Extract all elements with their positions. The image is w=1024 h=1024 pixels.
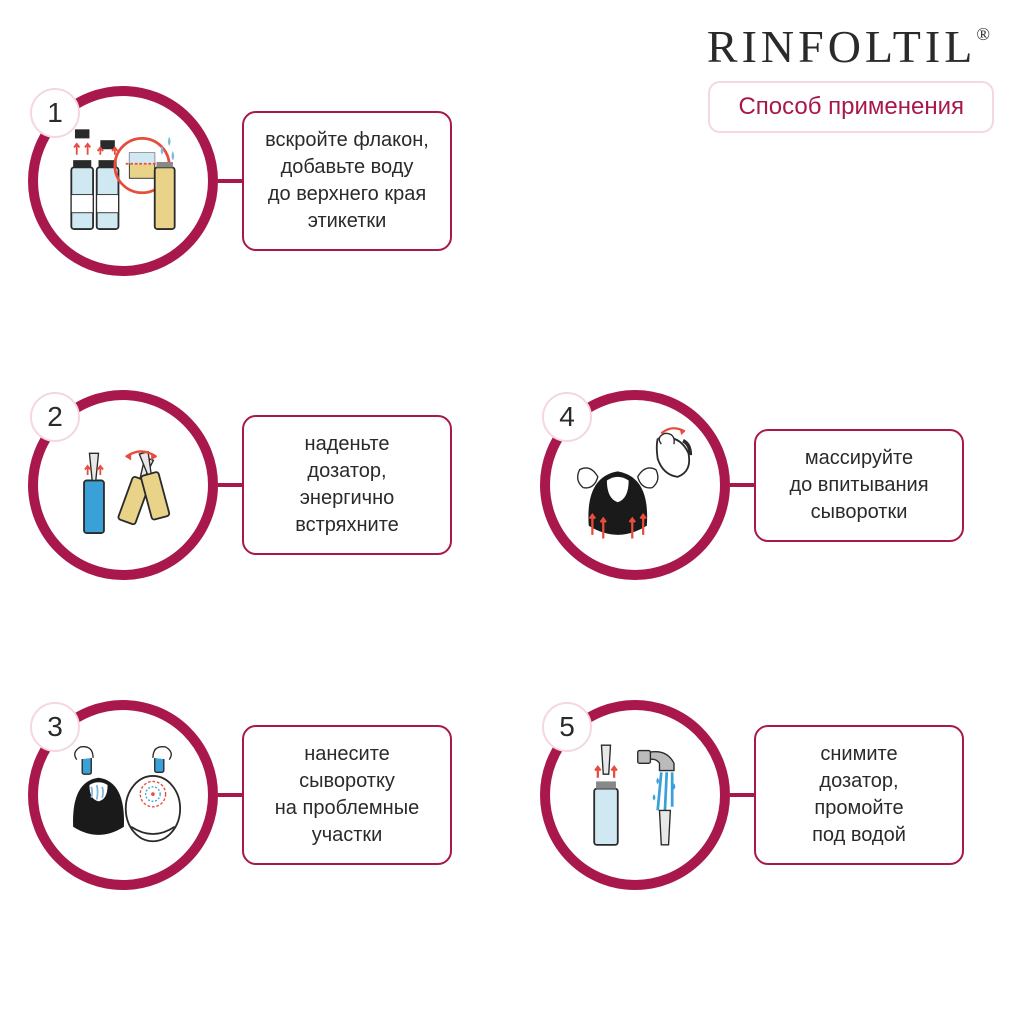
rinse-dispenser-icon	[567, 727, 703, 863]
step-text-box: снимитедозатор,промойтепод водой	[754, 725, 964, 865]
step-2: 2 наденьтедозатор,энергичновстряхните	[28, 390, 452, 580]
connector	[218, 793, 242, 797]
step-text: вскройте флакон,добавьте водудо верхнего…	[265, 129, 429, 232]
massage-scalp-icon	[567, 417, 703, 553]
header: RINFOLTIL® Способ применения	[707, 20, 994, 133]
step-badge: 4	[542, 392, 592, 442]
step-3: 3 нанеситесывороткуна проблемныеучастки	[28, 700, 452, 890]
dispenser-shake-icon	[55, 417, 191, 553]
step-1: 1	[28, 86, 452, 276]
badge-num: 2	[47, 401, 63, 433]
step-badge: 2	[30, 392, 80, 442]
step-circle: 4	[540, 390, 730, 580]
apply-scalp-icon	[55, 727, 191, 863]
step-text: нанеситесывороткуна проблемныеучастки	[275, 743, 419, 846]
step-text-box: нанеситесывороткуна проблемныеучастки	[242, 725, 452, 865]
step-circle: 5	[540, 700, 730, 890]
brand-name: RINFOLTIL®	[707, 20, 994, 73]
step-4: 4 массируйтедо впитываниясыворотки	[540, 390, 964, 580]
vials-open-icon	[55, 113, 191, 249]
subtitle-text: Способ применения	[738, 93, 964, 121]
step-text: снимитедозатор,промойтепод водой	[812, 743, 906, 846]
step-text-box: массируйтедо впитываниясыворотки	[754, 429, 964, 542]
badge-num: 3	[47, 711, 63, 743]
step-badge: 1	[30, 88, 80, 138]
step-text-box: наденьтедозатор,энергичновстряхните	[242, 415, 452, 555]
brand-text: RINFOLTIL	[707, 21, 976, 72]
connector	[730, 793, 754, 797]
badge-num: 5	[559, 711, 575, 743]
step-circle: 2	[28, 390, 218, 580]
registered-mark: ®	[976, 24, 994, 44]
connector	[218, 179, 242, 183]
step-text: наденьтедозатор,энергичновстряхните	[295, 433, 399, 536]
subtitle-box: Способ применения	[708, 81, 994, 133]
badge-num: 4	[559, 401, 575, 433]
badge-num: 1	[47, 97, 63, 129]
step-badge: 5	[542, 702, 592, 752]
step-circle: 1	[28, 86, 218, 276]
connector	[730, 483, 754, 487]
step-text: массируйтедо впитываниясыворотки	[789, 447, 928, 523]
step-circle: 3	[28, 700, 218, 890]
step-badge: 3	[30, 702, 80, 752]
connector	[218, 483, 242, 487]
step-text-box: вскройте флакон,добавьте водудо верхнего…	[242, 111, 452, 251]
step-5: 5 снимитедозатор,промойтепод водой	[540, 700, 964, 890]
